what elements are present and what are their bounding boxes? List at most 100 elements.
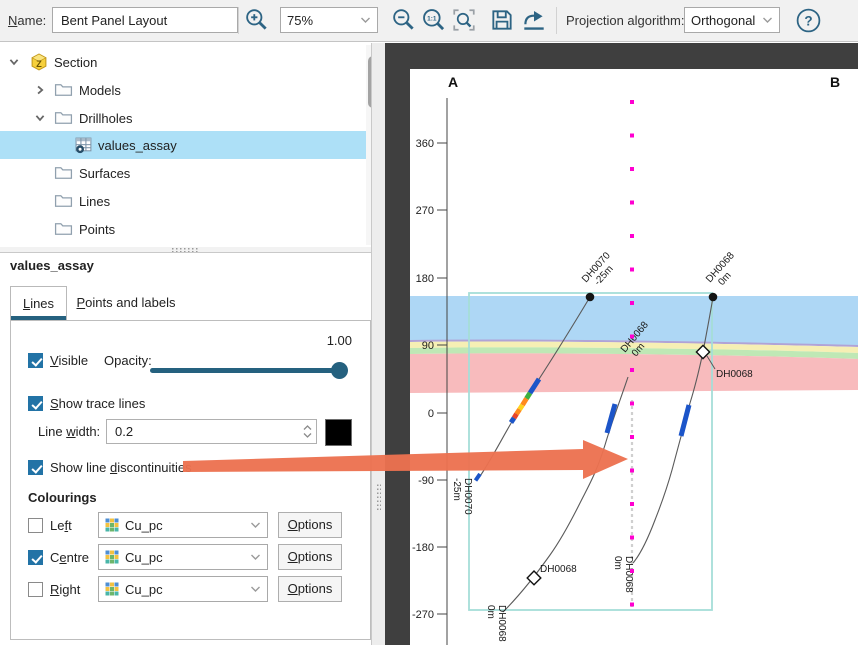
tree-item-label: Section: [54, 48, 97, 76]
sidebar-item-points[interactable]: Points: [0, 215, 366, 243]
svg-text:DH0068: DH0068: [623, 556, 634, 593]
dh0068-right-collar-label: DH0068 0m: [704, 250, 745, 292]
help-icon[interactable]: ?: [794, 6, 822, 34]
visible-checkbox[interactable]: [28, 353, 43, 368]
right-options-button[interactable]: Options: [278, 576, 342, 602]
tree-item-label: Points: [79, 215, 115, 243]
application-window: Name: 75% 1:1: [0, 0, 858, 645]
left-colouring-label: Left: [50, 518, 72, 534]
chevron-down-icon[interactable]: [8, 48, 20, 76]
export-icon[interactable]: [520, 6, 548, 34]
project-tree: Z Section Models Drillholes values_assay…: [0, 43, 371, 247]
tree-item-label: Drillholes: [79, 104, 132, 132]
sidebar-item-models[interactable]: Models: [0, 76, 366, 104]
sidebar-item-drillholes[interactable]: Drillholes: [0, 104, 366, 132]
zoom-level-value: 75%: [287, 13, 354, 28]
scene-cube-icon: Z: [30, 48, 48, 76]
sidebar-item-values-assay[interactable]: values_assay: [0, 131, 366, 159]
assay-table-icon: [75, 131, 93, 159]
left-colouring-checkbox[interactable]: [28, 518, 43, 533]
right-colouring-value: Cu_pc: [125, 582, 244, 597]
show-trace-lines-checkbox[interactable]: [28, 396, 43, 411]
zoom-fit-glyph: [451, 7, 477, 33]
svg-text:270: 270: [416, 205, 434, 217]
line-width-value: 0.2: [115, 424, 133, 439]
tab-points-and-labels[interactable]: Points and labels: [67, 286, 185, 320]
centre-colouring-label: Centre: [50, 550, 89, 566]
opacity-slider-thumb[interactable]: [331, 362, 348, 379]
spinner-arrows-icon[interactable]: [298, 425, 316, 438]
show-line-discontinuities-label: Show line discontinuities: [50, 460, 192, 476]
line-colour-swatch[interactable]: [325, 419, 352, 446]
vertical-splitter[interactable]: [372, 43, 385, 645]
name-input[interactable]: [52, 7, 238, 33]
corner-label-a: A: [448, 74, 458, 90]
opacity-label: Opacity:: [104, 353, 152, 369]
line-width-spinner[interactable]: 0.2: [106, 419, 317, 444]
section-view[interactable]: 360270 18090 0-90 -180-270 A B: [410, 69, 858, 645]
collar-marker: [586, 293, 595, 302]
projection-algorithm-select[interactable]: Orthogonal: [684, 7, 780, 33]
opacity-value: 1.00: [295, 333, 352, 348]
toolbar-separator: [556, 7, 557, 34]
sidebar-item-lines[interactable]: Lines: [0, 187, 366, 215]
tab-lines[interactable]: Lines: [10, 286, 67, 320]
svg-text:1:1: 1:1: [427, 15, 437, 22]
sidebar-item-surfaces[interactable]: Surfaces: [0, 159, 366, 187]
collar-marker: [709, 293, 718, 302]
dh0070-end-label: -25m DH0070: [451, 478, 473, 515]
colourings-heading: Colourings: [28, 490, 97, 506]
dh0070-collar-label: DH0070 -25m: [580, 250, 621, 292]
splitter-grip-icon: [377, 482, 381, 510]
svg-text:Z: Z: [36, 59, 42, 69]
svg-text:0m: 0m: [612, 556, 623, 570]
centre-options-button[interactable]: Options: [278, 544, 342, 570]
save-icon[interactable]: [488, 6, 516, 34]
toolbar: Name: 75% 1:1: [0, 0, 858, 42]
svg-text:?: ?: [804, 13, 812, 28]
folder-icon: [54, 187, 73, 215]
svg-text:90: 90: [422, 340, 434, 352]
svg-text:-180: -180: [412, 542, 434, 554]
folder-icon: [54, 159, 73, 187]
centre-colouring-checkbox[interactable]: [28, 550, 43, 565]
centre-colouring-value: Cu_pc: [125, 550, 244, 565]
section-plot: 360270 18090 0-90 -180-270 A B: [410, 69, 858, 645]
folder-icon: [54, 104, 73, 132]
zoom-actual-glyph: 1:1: [421, 7, 447, 33]
left-colouring-select[interactable]: Cu_pc: [98, 512, 268, 538]
zoom-fit-icon[interactable]: [450, 6, 478, 34]
zoom-actual-icon[interactable]: 1:1: [420, 6, 448, 34]
show-line-discontinuities-checkbox[interactable]: [28, 460, 43, 475]
chevron-down-icon[interactable]: [34, 104, 46, 132]
tree-item-label: Models: [79, 76, 121, 104]
svg-text:180: 180: [416, 273, 434, 285]
line-width-label: Line width:: [38, 424, 100, 440]
drillhole-trace-dh0068-centre[interactable]: [503, 377, 628, 612]
chevron-down-icon: [360, 16, 371, 24]
sidebar-item-section[interactable]: Z Section: [0, 48, 366, 76]
zoom-level-select[interactable]: 75%: [280, 7, 378, 33]
chevron-down-icon: [762, 16, 773, 24]
colour-grid-icon: [105, 582, 119, 596]
zoom-out-icon[interactable]: [390, 6, 418, 34]
centre-colouring-select[interactable]: Cu_pc: [98, 544, 268, 570]
dh0068-right-end-label: 0m DH0068: [612, 556, 634, 593]
colour-grid-icon: [105, 550, 119, 564]
projection-algorithm-value: Orthogonal: [691, 13, 756, 28]
right-colouring-label: Right: [50, 582, 80, 598]
dh0068-right-marker-label: DH0068: [716, 369, 753, 380]
dh0068-centre-marker-label: DH0068: [540, 564, 577, 575]
visible-label: Visible: [50, 353, 88, 369]
opacity-slider[interactable]: [150, 368, 347, 373]
properties-title: values_assay: [10, 258, 94, 273]
chevron-right-icon[interactable]: [34, 76, 46, 104]
save-glyph: [489, 7, 515, 33]
svg-text:-25m: -25m: [451, 478, 462, 501]
zoom-in-icon[interactable]: [243, 6, 271, 34]
left-options-button[interactable]: Options: [278, 512, 342, 538]
svg-text:0: 0: [428, 408, 434, 420]
right-colouring-checkbox[interactable]: [28, 582, 43, 597]
help-glyph: ?: [795, 7, 822, 34]
right-colouring-select[interactable]: Cu_pc: [98, 576, 268, 602]
